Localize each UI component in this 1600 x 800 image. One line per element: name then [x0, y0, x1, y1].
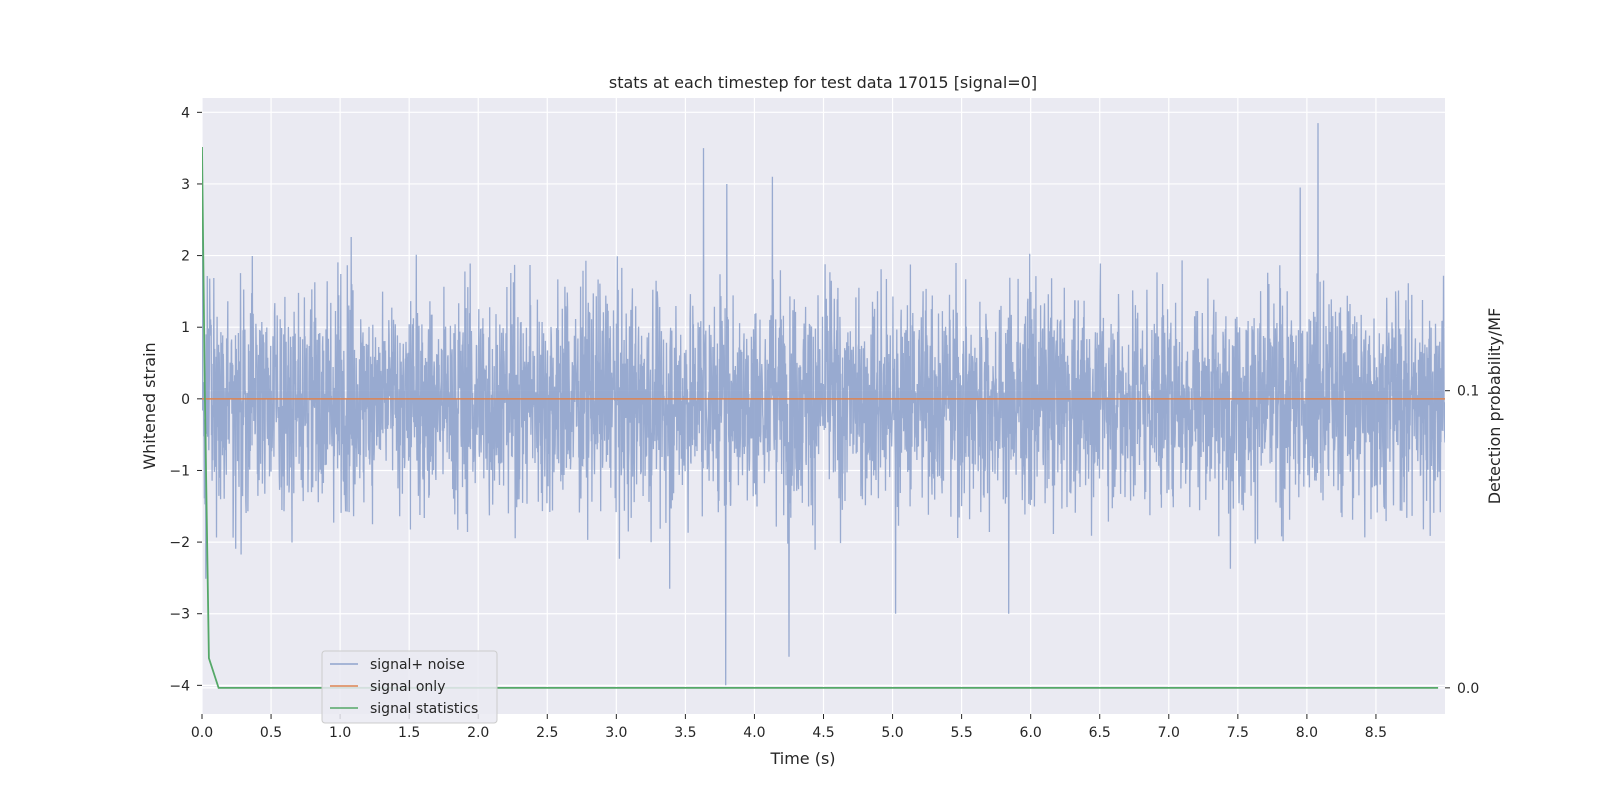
- x-tick-label: 2.5: [536, 725, 558, 741]
- x-tick-label: 5.5: [950, 725, 972, 741]
- legend-label-noise: signal+ noise: [370, 657, 465, 673]
- x-axis-ticks: 0.0 0.5 1.0 1.5 2.0 2.5 3.0 3.5 4.0 4.5 5.0 5.5 6.0 6…: [191, 714, 1387, 741]
- x-tick-label: 8.5: [1365, 725, 1387, 741]
- y-axis-right-label: Detection probability/MF: [1485, 308, 1504, 505]
- y-left-tick-label: 4: [181, 105, 190, 121]
- x-tick-label: 0.5: [260, 725, 282, 741]
- x-tick-label: 2.0: [467, 725, 489, 741]
- x-tick-label: 5.0: [881, 725, 903, 741]
- y-axis-right-ticks: 0.0 0.1: [1445, 384, 1479, 697]
- x-tick-label: 3.0: [605, 725, 627, 741]
- x-tick-label: 1.5: [398, 725, 420, 741]
- y-left-tick-label: 3: [181, 177, 190, 193]
- x-tick-label: 1.0: [329, 725, 351, 741]
- x-tick-label: 4.0: [743, 725, 765, 741]
- y-left-tick-label: 2: [181, 249, 190, 265]
- y-left-tick-label: −2: [169, 535, 190, 551]
- y-left-tick-label: −4: [169, 678, 190, 694]
- x-tick-label: 7.0: [1158, 725, 1180, 741]
- y-left-tick-label: −3: [169, 607, 190, 623]
- x-tick-label: 7.5: [1227, 725, 1249, 741]
- y-right-tick-label: 0.0: [1457, 681, 1479, 697]
- x-axis-label: Time (s): [769, 749, 835, 768]
- series-signal-plus-noise: [202, 123, 1445, 686]
- x-tick-label: 3.5: [674, 725, 696, 741]
- y-right-tick-label: 0.1: [1457, 384, 1479, 400]
- legend: signal+ noise signal only signal statist…: [321, 650, 498, 724]
- x-tick-label: 4.5: [812, 725, 834, 741]
- y-left-tick-label: 0: [181, 392, 190, 408]
- y-left-tick-label: −1: [169, 463, 190, 479]
- x-tick-label: 0.0: [191, 725, 213, 741]
- legend-label-signal: signal only: [370, 679, 445, 695]
- y-axis-left-ticks: −4 −3 −2 −1 0 1 2 3 4: [169, 105, 202, 694]
- x-tick-label: 6.0: [1020, 725, 1042, 741]
- series-signal-statistics: [202, 146, 1439, 689]
- y-left-tick-label: 1: [181, 320, 190, 336]
- chart-title: stats at each timestep for test data 170…: [609, 73, 1037, 92]
- x-tick-label: 8.0: [1296, 725, 1318, 741]
- legend-label-statistics: signal statistics: [370, 701, 478, 717]
- y-axis-left-label: Whitened strain: [140, 342, 159, 469]
- plot-series: [202, 123, 1445, 689]
- x-tick-label: 6.5: [1089, 725, 1111, 741]
- legend-box: [321, 650, 498, 724]
